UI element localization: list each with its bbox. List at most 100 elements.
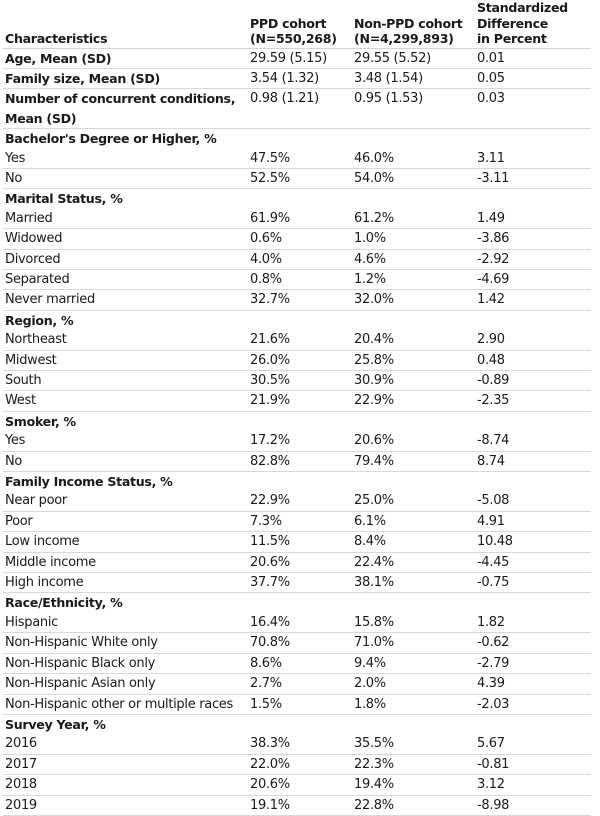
nonppd-value: 22.8% [354, 797, 394, 813]
ppd-value: 3.54 (1.32) [250, 70, 319, 86]
row-label: Hispanic [5, 614, 58, 630]
table-row: Hispanic 16.4% 15.8% 1.82 [3, 613, 591, 633]
std-diff-value: 10.48 [477, 534, 513, 550]
nonppd-value: 3.48 (1.54) [354, 70, 423, 86]
ppd-value: 22.9% [250, 493, 290, 509]
nonppd-value: 25.0% [354, 493, 394, 509]
ppd-value: 20.6% [250, 777, 290, 793]
table-row: 2016 38.3% 35.5% 5.67 [3, 734, 591, 755]
table-row: Low income 11.5% 8.4% 10.48 [3, 532, 591, 553]
header-std-line1: Standardized [477, 0, 568, 15]
nonppd-value: 32.0% [354, 292, 394, 308]
table-row: Midwest 26.0% 25.8% 0.48 [3, 350, 591, 371]
row-label: Middle income [5, 554, 96, 570]
std-diff-value: -0.81 [477, 756, 510, 772]
nonppd-value: 22.9% [354, 393, 394, 409]
table-header: Characteristics PPD cohort (N=550,268) No… [3, 0, 591, 48]
nonppd-value: 19.4% [354, 777, 394, 793]
section-header-row: Family Income Status, % [3, 472, 591, 492]
std-diff-value: 3.11 [477, 150, 505, 166]
row-label: Near poor [5, 493, 67, 509]
std-diff-value: -2.92 [477, 251, 510, 267]
std-diff-value: -3.86 [477, 231, 510, 247]
std-diff-value: 3.12 [477, 777, 505, 793]
row-label: Married [5, 210, 53, 226]
header-ppd-cohort: PPD cohort (N=550,268) [248, 0, 352, 48]
section-title: Marital Status, % [5, 191, 123, 207]
ppd-value: 70.8% [250, 635, 290, 651]
table-row: Non-Hispanic other or multiple races 1.5%… [3, 694, 591, 715]
std-diff-value: 1.42 [477, 292, 505, 308]
ppd-value: 20.6% [250, 554, 290, 570]
ppd-value: 16.4% [250, 614, 290, 630]
ppd-value: 38.3% [250, 736, 290, 752]
table-row: High income 37.7% 38.1% -0.75 [3, 573, 591, 593]
table-row: Northeast 21.6% 20.4% 2.90 [3, 330, 591, 351]
std-diff-value: -8.74 [477, 433, 510, 449]
std-diff-value: -5.08 [477, 493, 510, 509]
section-header-row: Survey Year, % [3, 714, 591, 734]
row-label: 2016 [5, 736, 37, 752]
std-diff-value: 2.90 [477, 332, 505, 348]
row-label: Family size, Mean (SD) [5, 70, 160, 86]
nonppd-value: 1.2% [354, 271, 386, 287]
std-diff-value: -2.35 [477, 393, 510, 409]
ppd-value: 26.0% [250, 352, 290, 368]
table-row: Family size, Mean (SD) 3.54 (1.32) 3.48 (1… [3, 68, 591, 89]
ppd-value: 29.59 (5.15) [250, 50, 327, 66]
table-row: Poor 7.3% 6.1% 4.91 [3, 511, 591, 532]
nonppd-value: 29.55 (5.52) [354, 50, 431, 66]
ppd-value: 61.9% [250, 210, 290, 226]
row-label: West [5, 393, 36, 409]
nonppd-value: 20.4% [354, 332, 394, 348]
table-row: Divorced 4.0% 4.6% -2.92 [3, 249, 591, 270]
table-row: Near poor 22.9% 25.0% -5.08 [3, 491, 591, 512]
ppd-value: 11.5% [250, 534, 290, 550]
nonppd-value: 2.0% [354, 676, 386, 692]
nonppd-value: 71.0% [354, 635, 394, 651]
table-row: Yes 47.5% 46.0% 3.11 [3, 149, 591, 169]
row-label: Yes [5, 433, 26, 449]
table-row: Number of concurrent conditions, Mean (S… [3, 89, 591, 129]
header-ppd-line2: (N=550,268) [250, 31, 337, 46]
std-diff-value: 0.01 [477, 50, 505, 66]
nonppd-value: 1.0% [354, 231, 386, 247]
ppd-value: 21.9% [250, 393, 290, 409]
ppd-value: 0.6% [250, 231, 282, 247]
row-label: Divorced [5, 251, 61, 267]
nonppd-value: 54.0% [354, 170, 394, 186]
std-diff-value: -3.11 [477, 170, 510, 186]
nonppd-value: 30.9% [354, 373, 394, 388]
ppd-value: 52.5% [250, 170, 290, 186]
row-label: High income [5, 575, 84, 591]
row-label: Midwest [5, 352, 57, 368]
ppd-value: 82.8% [250, 453, 290, 469]
table-row: Non-Hispanic Black only 8.6% 9.4% -2.79 [3, 653, 591, 674]
header-std-line3: in Percent [477, 31, 547, 46]
section-title: Smoker, % [5, 413, 76, 429]
nonppd-value: 20.6% [354, 433, 394, 449]
row-label: Non-Hispanic White only [5, 635, 158, 651]
std-diff-value: 8.74 [477, 453, 505, 469]
std-diff-value: 5.67 [477, 736, 505, 752]
nonppd-value: 0.95 (1.53) [354, 91, 423, 107]
std-diff-value: -8.98 [477, 797, 510, 813]
table-row: No 82.8% 79.4% 8.74 [3, 451, 591, 472]
ppd-value: 21.6% [250, 332, 290, 348]
ppd-value: 47.5% [250, 150, 290, 166]
ppd-value: 0.98 (1.21) [250, 91, 319, 107]
std-diff-value: 0.03 [477, 91, 505, 107]
nonppd-value: 8.4% [354, 534, 386, 550]
row-label: 2018 [5, 777, 37, 793]
table-row: Never married 32.7% 32.0% 1.42 [3, 290, 591, 311]
row-label: Northeast [5, 332, 67, 348]
section-header-row: Race/Ethnicity, % [3, 593, 591, 613]
ppd-value: 0.8% [250, 271, 282, 287]
row-label: Never married [5, 292, 95, 308]
characteristics-table: Characteristics PPD cohort (N=550,268) No… [3, 0, 591, 816]
table-row: Non-Hispanic White only 70.8% 71.0% -0.62 [3, 633, 591, 654]
row-label: No [5, 453, 23, 469]
nonppd-value: 38.1% [354, 575, 394, 591]
ppd-value: 2.7% [250, 676, 282, 692]
std-diff-value: 1.49 [477, 210, 505, 226]
